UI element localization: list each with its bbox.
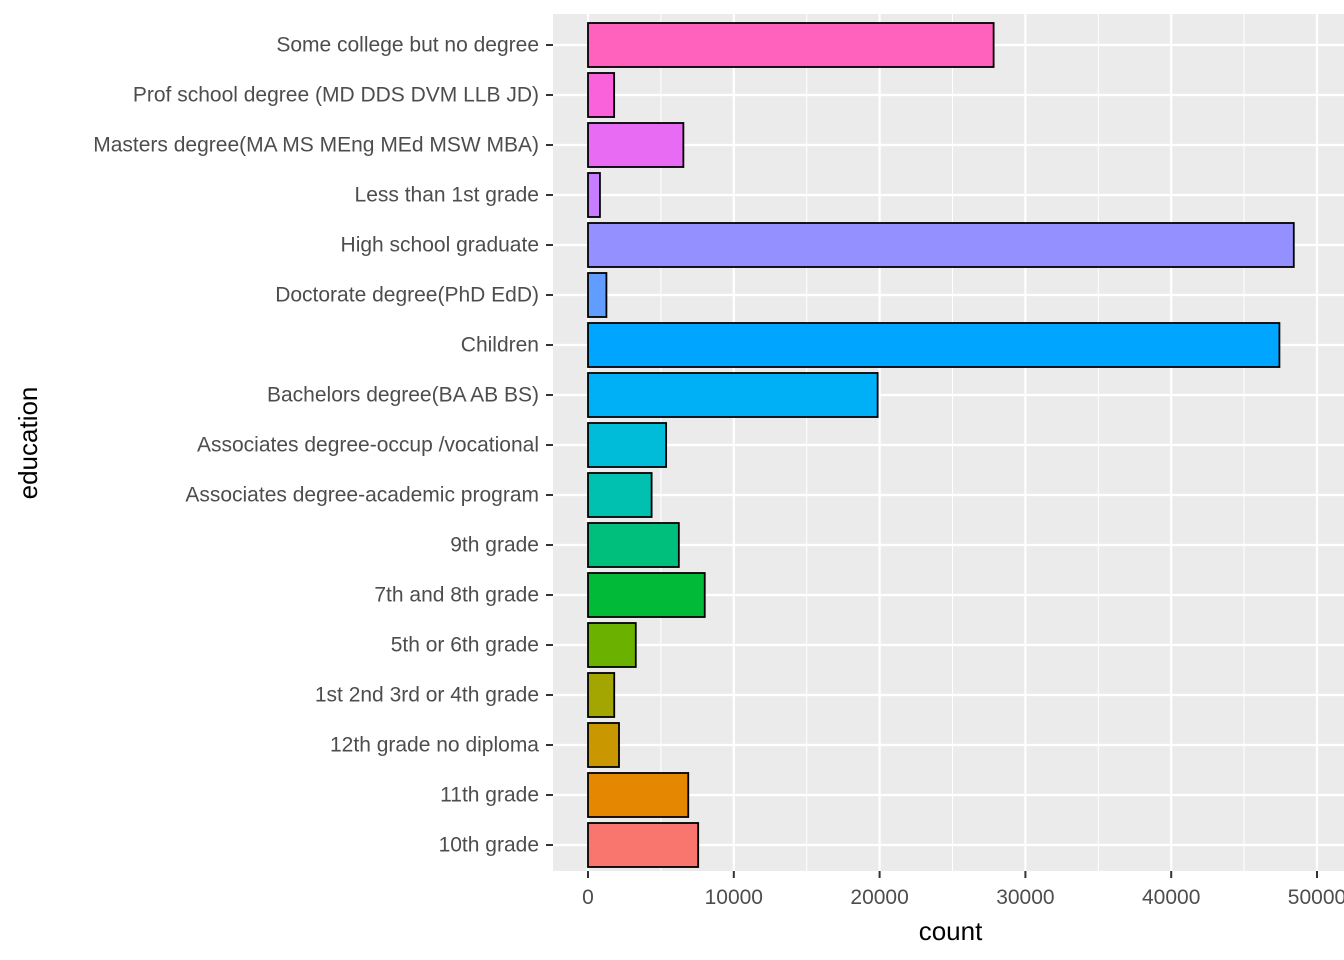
y-axis-title: education bbox=[13, 387, 43, 500]
x-tick-label: 20000 bbox=[850, 886, 908, 909]
y-tick-label: Masters degree(MA MS MEng MEd MSW MBA) bbox=[93, 134, 539, 157]
y-tick-label: 12th grade no diploma bbox=[330, 734, 539, 757]
bar bbox=[587, 122, 685, 168]
x-tick-label: 40000 bbox=[1142, 886, 1200, 909]
x-tick-label: 10000 bbox=[705, 886, 763, 909]
bar bbox=[587, 672, 616, 718]
y-tick-label: Associates degree-academic program bbox=[185, 484, 539, 507]
plot-panel bbox=[553, 14, 1344, 871]
y-axis: 10th grade 11th grade 12th grade no diplom… bbox=[93, 34, 553, 857]
bar bbox=[587, 22, 995, 68]
y-tick-label: Children bbox=[461, 334, 539, 357]
bars bbox=[587, 22, 1295, 868]
bar bbox=[587, 572, 706, 618]
y-tick-label: Less than 1st grade bbox=[355, 184, 539, 207]
bar bbox=[587, 372, 879, 418]
bar bbox=[587, 272, 608, 318]
y-tick-label: 5th or 6th grade bbox=[391, 634, 539, 657]
bar bbox=[587, 822, 700, 868]
x-axis-title: count bbox=[919, 916, 983, 946]
y-tick-label: 1st 2nd 3rd or 4th grade bbox=[315, 684, 539, 707]
y-tick-label: 11th grade bbox=[440, 784, 539, 807]
y-tick-label: Prof school degree (MD DDS DVM LLB JD) bbox=[133, 84, 539, 107]
y-tick-label: 9th grade bbox=[450, 534, 539, 557]
bar bbox=[587, 322, 1281, 368]
y-tick-label: Doctorate degree(PhD EdD) bbox=[275, 284, 539, 307]
x-tick-label: 0 bbox=[582, 886, 594, 909]
y-tick-label: High school graduate bbox=[341, 234, 539, 257]
bar bbox=[587, 622, 637, 668]
bar bbox=[587, 72, 616, 118]
bar bbox=[587, 172, 601, 218]
y-tick-label: Some college but no degree bbox=[276, 34, 539, 57]
y-tick-label: 7th and 8th grade bbox=[374, 584, 539, 607]
bar bbox=[587, 722, 620, 768]
bar bbox=[587, 472, 653, 518]
bar bbox=[587, 222, 1295, 268]
y-tick-label: Associates degree-occup /vocational bbox=[197, 434, 539, 457]
x-axis: 0 10000 20000 30000 40000 50000 bbox=[582, 871, 1344, 909]
y-tick-label: 10th grade bbox=[439, 834, 539, 857]
x-tick-label: 30000 bbox=[996, 886, 1054, 909]
bar bbox=[587, 522, 680, 568]
x-tick-label: 50000 bbox=[1288, 886, 1344, 909]
bar bbox=[587, 422, 668, 468]
bar bbox=[587, 772, 690, 818]
y-tick-label: Bachelors degree(BA AB BS) bbox=[267, 384, 539, 407]
